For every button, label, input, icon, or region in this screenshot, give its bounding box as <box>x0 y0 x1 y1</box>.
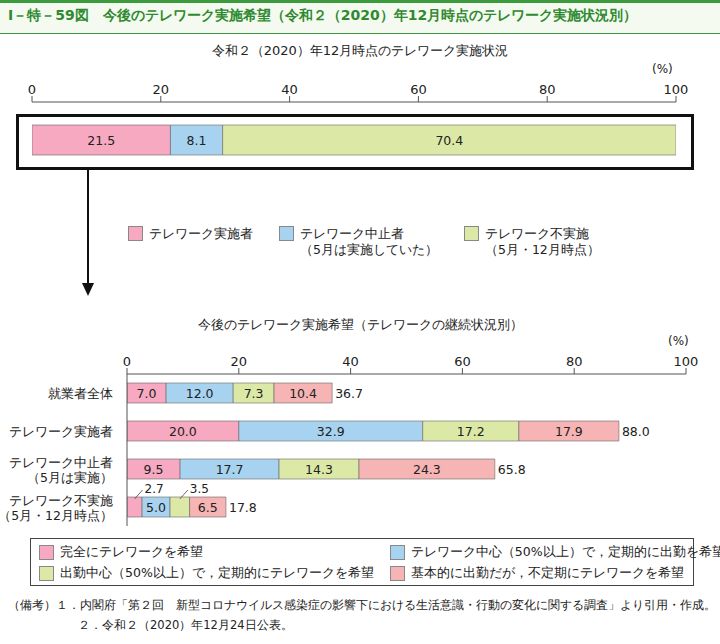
svg-text:就業者全体: 就業者全体 <box>48 386 113 401</box>
svg-text:7.0: 7.0 <box>137 386 157 401</box>
html-text:２．令和２（2020）年12月24日公表。: ２．令和２（2020）年12月24日公表。 <box>78 618 293 632</box>
svg-text:12.0: 12.0 <box>186 386 214 401</box>
svg-text:テレワーク中止者（5月は実施）: テレワーク中止者（5月は実施） <box>9 454 113 484</box>
html-text:テレワーク中止者: テレワーク中止者 <box>300 226 404 241</box>
html-text:完全にテレワークを希望: 完全にテレワークを希望 <box>60 544 203 559</box>
svg-text:17.7: 17.7 <box>216 462 244 477</box>
svg-text:9.5: 9.5 <box>144 462 164 477</box>
svg-text:テレワーク不実施（5月・12月時点）: テレワーク不実施（5月・12月時点） <box>8 492 113 522</box>
svg-text:0: 0 <box>123 354 131 369</box>
svg-text:40: 40 <box>342 354 359 369</box>
svg-text:100: 100 <box>664 82 689 97</box>
svg-text:7.3: 7.3 <box>244 386 264 401</box>
html-text:基本的に出勤だが，不定期にテレワークを希望: 基本的に出勤だが，不定期にテレワークを希望 <box>410 565 684 580</box>
svg-text:17.8: 17.8 <box>229 500 257 515</box>
html-text:出勤中心（50%以上）で，定期的にテレワークを希望: 出勤中心（50%以上）で，定期的にテレワークを希望 <box>60 565 374 580</box>
svg-text:20.0: 20.0 <box>169 424 197 439</box>
svg-text:6.5: 6.5 <box>198 500 218 515</box>
svg-text:5.0: 5.0 <box>146 500 166 515</box>
svg-text:24.3: 24.3 <box>413 462 441 477</box>
svg-text:17.9: 17.9 <box>555 424 583 439</box>
svg-text:2.7: 2.7 <box>145 482 164 496</box>
html-text:令和２（2020）年12月時点のテレワーク実施状況: 令和２（2020）年12月時点のテレワーク実施状況 <box>211 43 509 58</box>
svg-text:21.5: 21.5 <box>87 133 115 148</box>
html-text:（5月は実施していた）: （5月は実施していた） <box>300 242 438 257</box>
svg-text:20: 20 <box>231 354 248 369</box>
html-text:テレワーク実施者: テレワーク実施者 <box>149 226 253 241</box>
svg-text:100: 100 <box>674 354 699 369</box>
svg-text:8.1: 8.1 <box>187 133 207 148</box>
html-text:テレワーク不実施: テレワーク不実施 <box>485 226 589 241</box>
svg-text:17.2: 17.2 <box>457 424 485 439</box>
svg-text:3.5: 3.5 <box>190 482 209 496</box>
svg-text:80: 80 <box>539 82 556 97</box>
svg-text:10.4: 10.4 <box>289 386 317 401</box>
html-text:（備考）１．内閣府「第２回 新型コロナウイルス感染症の影響下: （備考）１．内閣府「第２回 新型コロナウイルス感染症の影響下における生活意識・行… <box>8 598 716 612</box>
svg-text:20: 20 <box>153 82 170 97</box>
svg-text:14.3: 14.3 <box>305 462 333 477</box>
svg-text:60: 60 <box>454 354 471 369</box>
svg-text:80: 80 <box>566 354 583 369</box>
svg-text:32.9: 32.9 <box>317 424 345 439</box>
svg-text:88.0: 88.0 <box>622 424 650 439</box>
html-text:今後のテレワーク実施希望（テレワークの継続状況別）: 今後のテレワーク実施希望（テレワークの継続状況別） <box>197 317 523 332</box>
svg-text:65.8: 65.8 <box>498 462 526 477</box>
svg-text:0: 0 <box>28 82 36 97</box>
svg-text:テレワーク実施者: テレワーク実施者 <box>9 424 113 439</box>
svg-text:60: 60 <box>410 82 427 97</box>
html-text:Ⅰ－特－59図 今後のテレワーク実施希望（令和２（2020）: Ⅰ－特－59図 今後のテレワーク実施希望（令和２（2020）年12月時点のテレワ… <box>8 7 638 23</box>
svg-text:40: 40 <box>281 82 298 97</box>
svg-text:70.4: 70.4 <box>435 133 463 148</box>
svg-text:36.7: 36.7 <box>335 386 363 401</box>
html-text:（5月・12月時点）: （5月・12月時点） <box>485 242 600 257</box>
